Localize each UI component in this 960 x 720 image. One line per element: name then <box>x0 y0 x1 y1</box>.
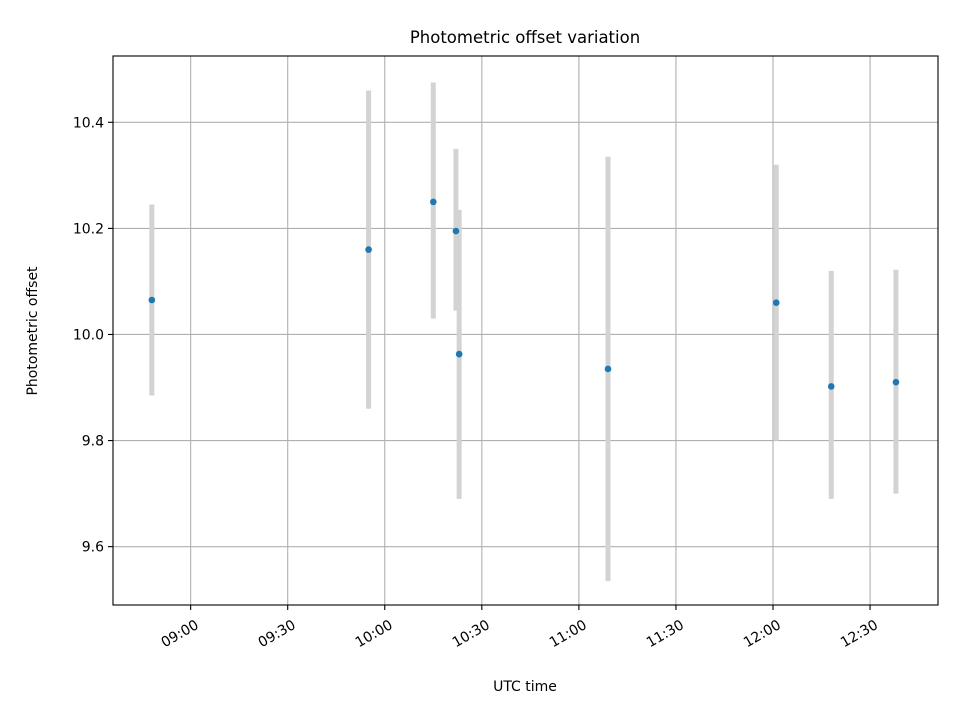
ticks: 09:00 09:30 10:00 10:30 11:00 11:30 12:00 12:30… <box>73 115 881 651</box>
data-points <box>148 198 900 390</box>
data-point <box>892 378 900 386</box>
error-bars <box>149 82 899 582</box>
chart-title: Photometric offset variation <box>410 28 640 47</box>
x-axis-label: UTC time <box>493 679 557 695</box>
x-tick-label: 11:00 <box>547 617 590 651</box>
data-point <box>604 365 612 373</box>
x-tick-label: 12:00 <box>741 617 784 651</box>
plot-frame <box>112 55 939 606</box>
y-tick-label: 10.2 <box>73 221 104 237</box>
data-point <box>148 296 156 304</box>
data-point <box>365 246 372 253</box>
x-tick-label: 09:00 <box>159 617 202 651</box>
data-point <box>827 383 835 390</box>
x-tick-label: 11:30 <box>644 617 687 651</box>
data-point <box>429 198 437 206</box>
y-tick-label: 10.4 <box>73 115 104 131</box>
data-point <box>455 350 463 358</box>
y-tick-label: 10.0 <box>73 327 104 343</box>
data-point <box>772 299 780 306</box>
x-tick-label: 10:00 <box>353 617 396 651</box>
x-tick-label: 09:30 <box>256 617 299 651</box>
x-tick-label: 10:30 <box>450 617 493 651</box>
y-axis-label: Photometric offset <box>25 266 41 396</box>
y-tick-label: 9.6 <box>82 540 104 556</box>
y-tick-label: 9.8 <box>82 434 104 450</box>
data-point <box>452 227 460 235</box>
grid-layer <box>113 56 938 605</box>
x-tick-label: 12:30 <box>838 617 881 651</box>
